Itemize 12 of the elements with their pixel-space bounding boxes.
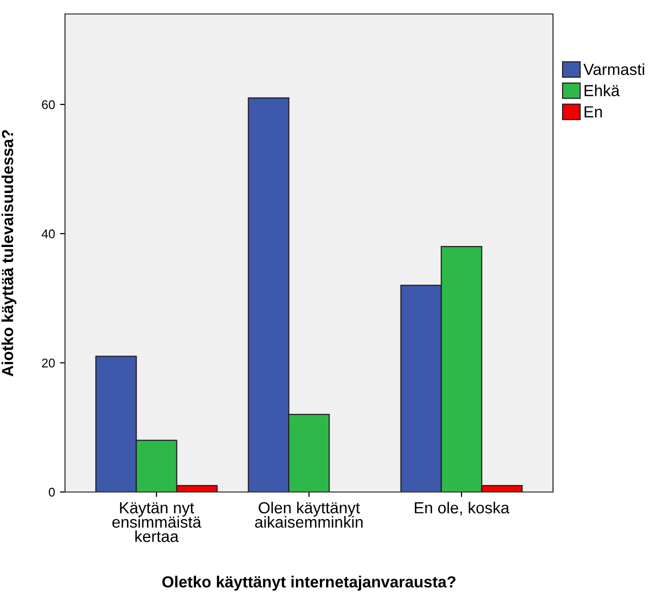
y-tick-label: 60 xyxy=(42,100,55,110)
y-tick-label: 0 xyxy=(48,488,55,497)
legend-label: Varmasti xyxy=(583,63,644,76)
y-tick-label: 40 xyxy=(42,229,55,238)
x-tick-label: En ole, koska xyxy=(414,502,510,516)
y-tick-label: 20 xyxy=(42,358,55,368)
x-tick-label: Olen käyttänyt aikaisemminkin xyxy=(255,502,363,528)
x-axis-title: Oletko käyttänyt internetajanvarausta? xyxy=(162,576,456,591)
x-tick-label: Käytän nyt ensimmäistä kertaa xyxy=(112,502,202,542)
legend-label: Ehkä xyxy=(584,84,620,96)
y-axis-title: Aiotko käyttää tulevaisuudessa? xyxy=(1,130,16,376)
legend-label: En xyxy=(584,106,602,118)
